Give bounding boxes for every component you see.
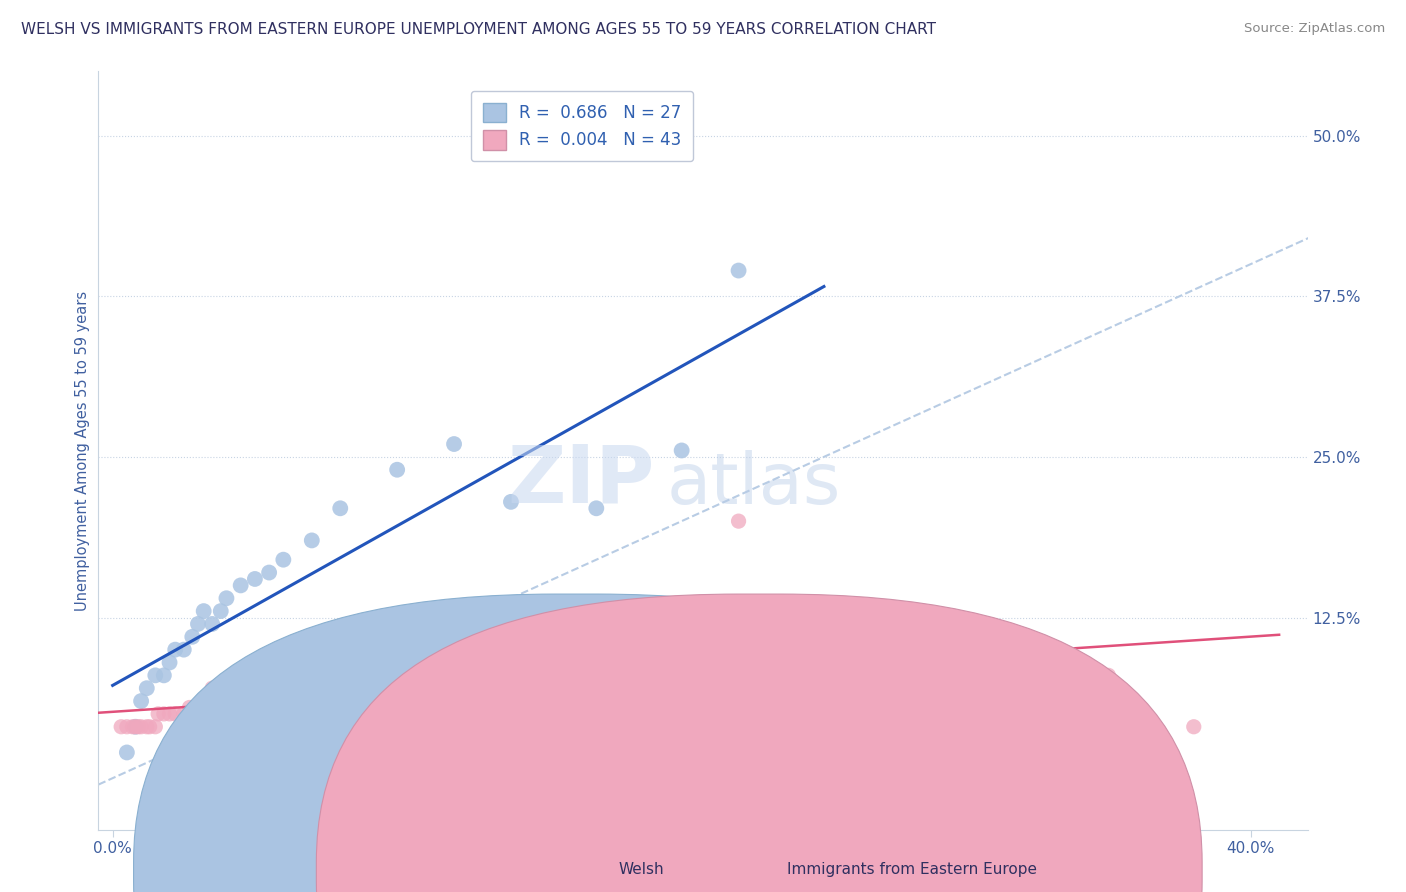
Point (179, 700, 201, 714)
Point (671, 656, 693, 670)
Point (173, 706, 195, 721)
Legend: R =  0.686   N = 27, R =  0.004   N = 43: R = 0.686 N = 27, R = 0.004 N = 43 (471, 91, 693, 161)
Point (329, 501, 352, 516)
Point (229, 578, 252, 592)
Point (257, 694, 280, 708)
Point (153, 668, 176, 682)
Point (301, 533, 323, 548)
Point (129, 720, 152, 734)
Point (671, 443, 693, 458)
Point (143, 668, 166, 682)
Point (385, 656, 408, 670)
Point (201, 681, 224, 696)
Point (955, 656, 977, 670)
Point (146, 706, 169, 721)
Text: Source: ZipAtlas.com: Source: ZipAtlas.com (1244, 22, 1385, 36)
Point (229, 668, 252, 682)
Point (143, 720, 166, 734)
Point (165, 642, 187, 657)
Point (187, 706, 209, 721)
Point (813, 656, 835, 670)
Point (215, 591, 238, 606)
Point (727, 263, 749, 277)
Point (159, 656, 181, 670)
Point (329, 668, 352, 682)
Point (385, 463, 408, 477)
Text: Welsh: Welsh (619, 863, 664, 877)
Point (243, 572, 266, 586)
Point (153, 706, 176, 721)
Point (443, 668, 465, 682)
Point (243, 694, 266, 708)
Point (187, 616, 209, 631)
Point (273, 681, 295, 696)
Point (869, 649, 891, 664)
Point (129, 694, 152, 708)
Point (165, 706, 187, 721)
Point (499, 495, 522, 509)
Point (1097, 668, 1119, 682)
Point (443, 437, 465, 451)
Y-axis label: Unemployment Among Ages 55 to 59 years: Unemployment Among Ages 55 to 59 years (75, 291, 90, 610)
Point (257, 566, 280, 580)
Point (110, 720, 132, 734)
Point (127, 720, 149, 734)
Point (209, 604, 232, 618)
Point (727, 514, 749, 528)
Point (301, 681, 323, 696)
Point (173, 642, 195, 657)
Point (471, 694, 494, 708)
Point (613, 674, 636, 689)
Point (1182, 720, 1205, 734)
Point (159, 706, 181, 721)
Point (415, 681, 437, 696)
Text: ZIP: ZIP (508, 442, 655, 520)
Point (193, 604, 215, 618)
Point (215, 706, 238, 721)
Text: WELSH VS IMMIGRANTS FROM EASTERN EUROPE UNEMPLOYMENT AMONG AGES 55 TO 59 YEARS C: WELSH VS IMMIGRANTS FROM EASTERN EUROPE … (21, 22, 936, 37)
Point (115, 720, 138, 734)
Point (181, 630, 204, 644)
Text: atlas: atlas (666, 450, 841, 519)
Point (193, 694, 215, 708)
Point (138, 720, 160, 734)
Point (201, 616, 224, 631)
Point (499, 681, 522, 696)
Point (357, 694, 380, 708)
Point (121, 720, 143, 734)
Point (529, 662, 551, 676)
Point (135, 681, 157, 696)
Point (124, 720, 146, 734)
Point (135, 720, 157, 734)
Point (221, 681, 243, 696)
Point (124, 720, 146, 734)
Point (273, 552, 295, 566)
Point (557, 688, 579, 702)
Text: Immigrants from Eastern Europe: Immigrants from Eastern Europe (787, 863, 1038, 877)
Point (585, 501, 607, 516)
Point (585, 656, 607, 670)
Point (115, 746, 138, 760)
